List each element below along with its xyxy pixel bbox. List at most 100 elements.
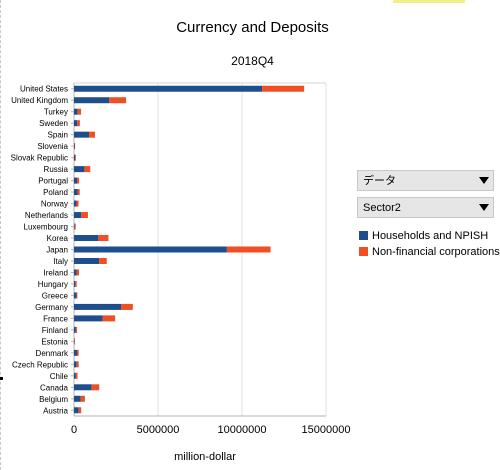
y-category-label: Hungary — [38, 280, 68, 289]
bar-nonfinancial-corporations — [74, 143, 76, 150]
sector-dropdown[interactable]: Sector2 — [357, 197, 494, 218]
bar-nonfinancial-corporations — [75, 154, 76, 161]
y-category-label: Czech Republic — [12, 360, 68, 369]
bar-nonfinancial-corporations — [76, 200, 79, 207]
bar-households-npish — [74, 97, 110, 104]
data-field-dropdown-label: データ — [363, 175, 396, 187]
y-category-label: United States — [20, 85, 68, 94]
bar-nonfinancial-corporations — [74, 338, 75, 345]
y-category-label: Denmark — [36, 349, 69, 358]
y-category-label: Spain — [48, 131, 68, 140]
x-axis-title: million-dollar — [174, 451, 236, 463]
bar-nonfinancial-corporations — [102, 315, 116, 322]
y-category-label: Chile — [50, 372, 69, 381]
dropdown-arrow-icon — [479, 177, 489, 184]
x-tick-label: 10000000 — [218, 424, 267, 436]
y-category-label: Finland — [42, 326, 68, 335]
data-field-dropdown[interactable]: データ — [357, 170, 494, 191]
x-tick-label: 0 — [71, 424, 77, 436]
bar-nonfinancial-corporations — [76, 269, 80, 276]
bar-nonfinancial-corporations — [77, 189, 80, 196]
y-category-label: Korea — [47, 234, 69, 243]
bar-households-npish — [74, 361, 77, 368]
bar-nonfinancial-corporations — [75, 372, 78, 379]
y-category-label: Norway — [41, 200, 68, 209]
bar-nonfinancial-corporations — [84, 166, 91, 173]
bar-households-npish — [74, 407, 79, 414]
y-category-label: Canada — [40, 383, 69, 392]
bar-nonfinancial-corporations — [76, 361, 79, 368]
bar-households-npish — [74, 108, 78, 115]
bar-nonfinancial-corporations — [226, 246, 271, 253]
legend-label-households: Households and NPISH — [372, 230, 489, 242]
bar-households-npish — [74, 246, 227, 253]
bar-households-npish — [74, 154, 76, 161]
bar-households-npish — [74, 280, 76, 287]
bar-households-npish — [74, 85, 263, 92]
chart-title: Currency and Deposits — [176, 19, 329, 36]
bar-nonfinancial-corporations — [74, 223, 76, 230]
bar-households-npish — [74, 372, 76, 379]
bar-households-npish — [74, 189, 78, 196]
legend-swatch-households — [359, 231, 368, 240]
bar-nonfinancial-corporations — [77, 349, 79, 356]
x-tick-label: 15000000 — [302, 424, 351, 436]
bar-nonfinancial-corporations — [91, 384, 100, 391]
y-category-label: Ireland — [44, 268, 68, 277]
legend-label-corporations: Non-financial corporations — [372, 246, 500, 258]
y-category-label: Austria — [43, 406, 68, 415]
y-category-label: Belgium — [39, 395, 68, 404]
chart-subtitle: 2018Q4 — [231, 54, 274, 68]
bar-households-npish — [74, 235, 99, 242]
page-left-guide — [0, 0, 2, 470]
bar-households-npish — [74, 143, 75, 150]
x-tick-label: 5000000 — [137, 424, 180, 436]
bar-nonfinancial-corporations — [76, 292, 78, 299]
y-category-label: Luxembourg — [24, 223, 68, 232]
bar-nonfinancial-corporations — [99, 257, 107, 264]
legend-item-households: Households and NPISH — [359, 229, 500, 245]
legend-item-corporations: Non-financial corporations — [359, 245, 500, 261]
legend-swatch-corporations — [359, 247, 368, 256]
bar-households-npish — [74, 120, 78, 127]
y-category-label: Slovak Republic — [11, 154, 68, 163]
y-category-label: Turkey — [44, 108, 68, 117]
chart-legend: Households and NPISH Non-financial corpo… — [359, 229, 500, 261]
bar-nonfinancial-corporations — [78, 407, 82, 414]
bar-households-npish — [74, 315, 103, 322]
bar-nonfinancial-corporations — [77, 177, 80, 184]
y-category-label: France — [43, 314, 68, 323]
bar-households-npish — [74, 257, 100, 264]
side-marker — [0, 377, 3, 380]
bar-households-npish — [74, 395, 81, 402]
y-category-label: United Kingdom — [11, 96, 68, 105]
bar-nonfinancial-corporations — [77, 120, 80, 127]
bar-nonfinancial-corporations — [262, 85, 305, 92]
bar-households-npish — [74, 303, 122, 310]
bar-households-npish — [74, 292, 77, 299]
top-highlight-tab — [393, 0, 465, 3]
y-category-label: Portugal — [38, 177, 68, 186]
bar-households-npish — [74, 384, 92, 391]
bar-nonfinancial-corporations — [89, 131, 95, 138]
y-category-label: Greece — [42, 291, 69, 300]
bar-households-npish — [74, 131, 90, 138]
bar-households-npish — [74, 349, 78, 356]
y-category-label: Netherlands — [25, 211, 68, 220]
bar-nonfinancial-corporations — [75, 326, 78, 333]
y-category-label: Sweden — [39, 119, 68, 128]
bar-nonfinancial-corporations — [98, 235, 109, 242]
sector-dropdown-label: Sector2 — [363, 202, 401, 214]
bar-households-npish — [74, 212, 82, 219]
bar-households-npish — [74, 177, 78, 184]
bar-households-npish — [74, 200, 77, 207]
y-category-label: Italy — [53, 257, 68, 266]
bar-households-npish — [74, 326, 76, 333]
dropdown-arrow-icon — [479, 204, 489, 211]
y-category-label: Russia — [44, 165, 69, 174]
y-category-label: Germany — [35, 303, 68, 312]
bar-nonfinancial-corporations — [75, 280, 77, 287]
bar-nonfinancial-corporations — [80, 395, 85, 402]
bar-nonfinancial-corporations — [81, 212, 88, 219]
